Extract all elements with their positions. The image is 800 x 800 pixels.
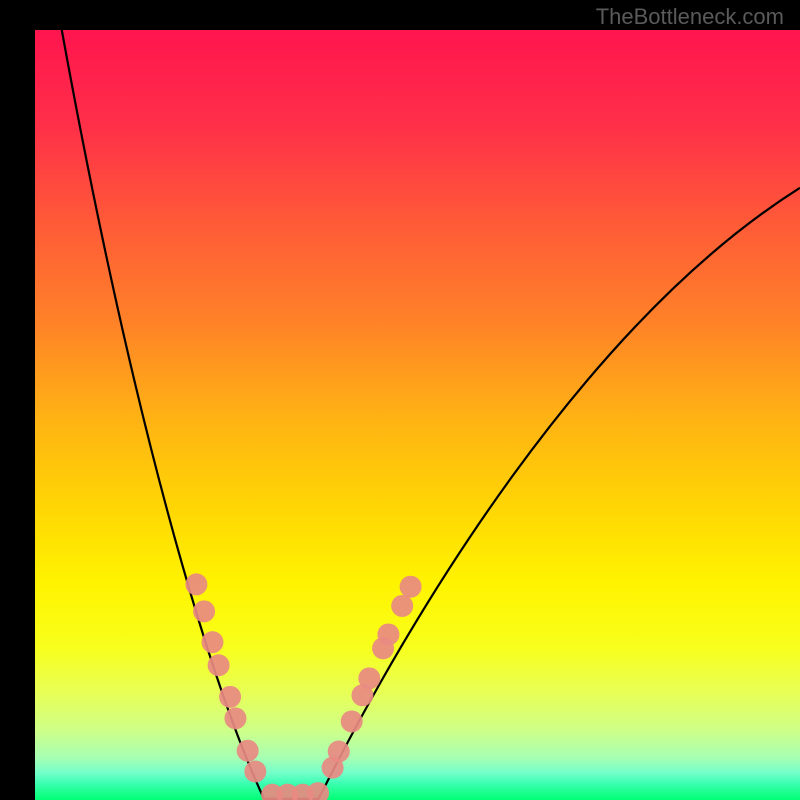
marker-dot (208, 654, 230, 676)
marker-dot (193, 600, 215, 622)
marker-dot (400, 576, 422, 598)
gradient-background (35, 30, 800, 800)
watermark-text: TheBottleneck.com (596, 4, 784, 30)
marker-dot (391, 595, 413, 617)
chart-svg (35, 30, 800, 800)
marker-dot (237, 740, 259, 762)
marker-dot (341, 710, 363, 732)
marker-dot (244, 761, 266, 783)
marker-dot (185, 573, 207, 595)
marker-dot (358, 667, 380, 689)
marker-dot (201, 631, 223, 653)
chart-area (35, 30, 800, 800)
marker-dot (219, 686, 241, 708)
marker-dot (377, 623, 399, 645)
marker-dot (224, 707, 246, 729)
marker-dot (328, 740, 350, 762)
